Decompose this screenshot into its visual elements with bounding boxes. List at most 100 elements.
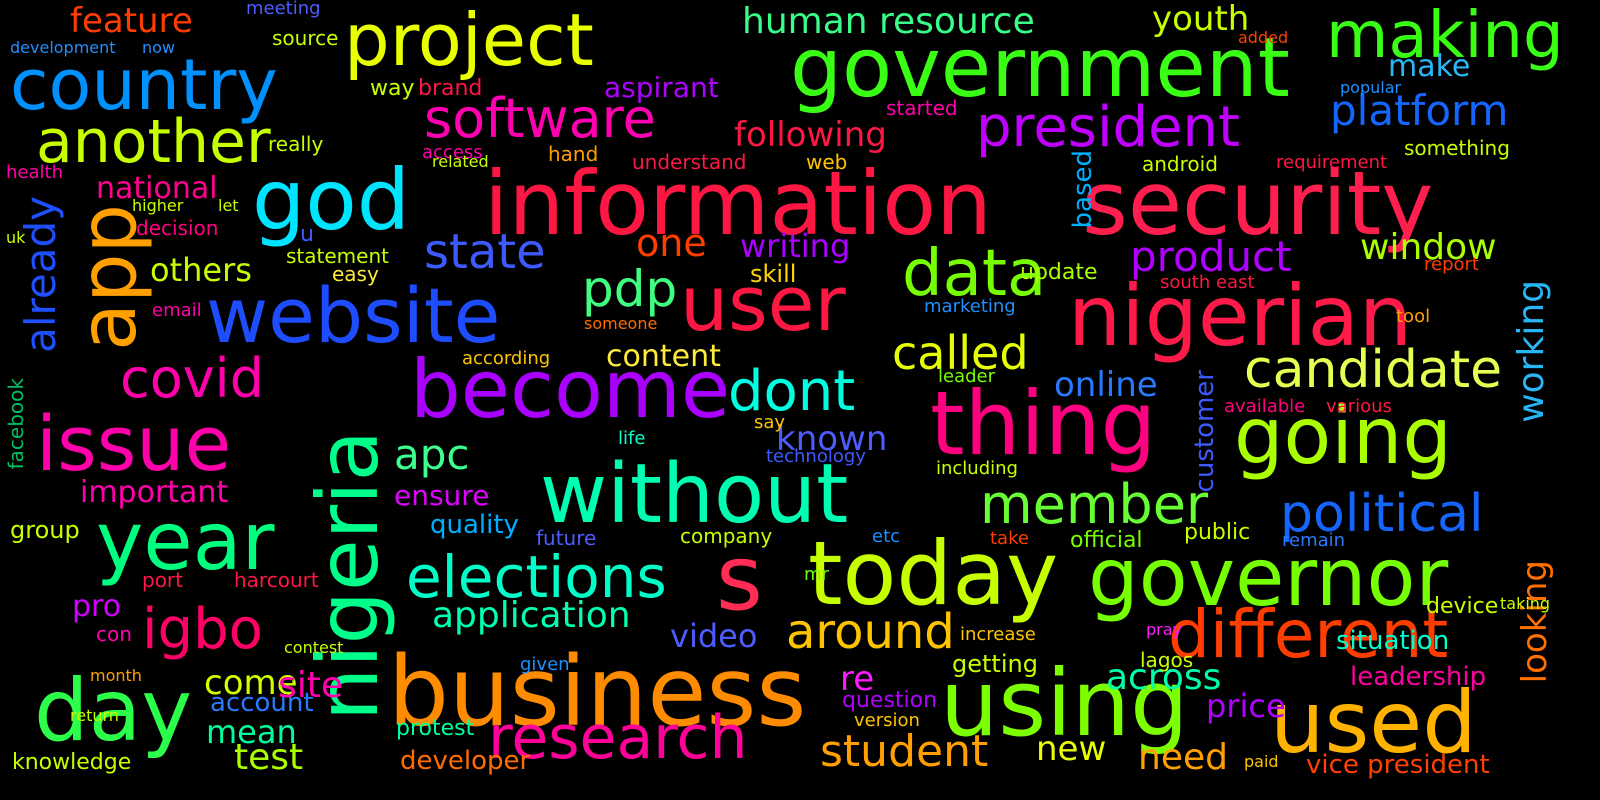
- word: business: [388, 636, 807, 748]
- word: called: [892, 326, 1029, 380]
- word: website: [206, 271, 501, 360]
- word: email: [152, 300, 202, 321]
- word: security: [1082, 152, 1434, 255]
- word: looking: [1515, 560, 1555, 684]
- word: application: [432, 595, 631, 636]
- word: president: [976, 95, 1240, 160]
- word: source: [272, 26, 339, 50]
- word: national: [96, 171, 218, 206]
- word: state: [424, 224, 546, 280]
- word: different: [1168, 596, 1449, 673]
- word: feature: [70, 1, 193, 41]
- word: version: [854, 710, 920, 731]
- word: pdp: [582, 260, 678, 318]
- word: situation: [1336, 626, 1450, 656]
- word: web: [806, 150, 848, 174]
- word: public: [1184, 520, 1251, 545]
- word: known: [776, 419, 888, 459]
- word: leadership: [1350, 662, 1487, 692]
- word: leader: [938, 366, 996, 387]
- word: re: [840, 659, 875, 699]
- word: using: [940, 650, 1189, 757]
- word: according: [462, 348, 551, 369]
- word: uk: [6, 228, 26, 247]
- word: available: [1224, 396, 1306, 417]
- word: given: [520, 654, 570, 675]
- word: meeting: [246, 0, 321, 19]
- word: without: [540, 447, 849, 542]
- word: take: [990, 528, 1029, 549]
- word: harcourt: [234, 568, 319, 592]
- word: project: [344, 0, 594, 82]
- word: brand: [418, 76, 483, 101]
- word: writing: [740, 227, 851, 265]
- word: protest: [396, 716, 475, 741]
- word: day: [34, 661, 193, 761]
- word: new: [1036, 729, 1107, 769]
- word: development: [10, 38, 116, 57]
- word: member: [980, 473, 1209, 536]
- word: month: [90, 666, 142, 685]
- word: based: [1068, 150, 1098, 229]
- word: android: [1142, 152, 1218, 176]
- word: skill: [750, 260, 797, 288]
- word: update: [1020, 260, 1098, 285]
- word: another: [36, 107, 271, 177]
- word: mean: [206, 713, 297, 751]
- word: window: [1360, 227, 1497, 268]
- word: software: [424, 87, 656, 150]
- word: customer: [1190, 370, 1220, 493]
- word: year: [96, 495, 275, 588]
- word: increase: [960, 624, 1036, 645]
- word: governor: [1088, 531, 1449, 624]
- word: come: [204, 663, 298, 703]
- word: dont: [728, 359, 856, 424]
- word: around: [786, 604, 955, 660]
- word-cloud: information security government nigerian…: [4, 0, 1564, 780]
- word: something: [1404, 136, 1510, 160]
- word: knowledge: [12, 750, 132, 775]
- word: contest: [284, 638, 344, 657]
- word: following: [734, 115, 887, 155]
- word: already: [16, 196, 65, 353]
- word: south east: [1160, 272, 1255, 293]
- word: popular: [1340, 78, 1402, 97]
- word: decision: [136, 216, 219, 240]
- word: working: [1511, 280, 1552, 423]
- word: related: [432, 152, 489, 171]
- word: report: [1424, 254, 1479, 275]
- word: others: [150, 251, 252, 289]
- word: igbo: [142, 597, 263, 662]
- word: someone: [584, 314, 658, 333]
- word: today: [808, 522, 1059, 625]
- word: mr: [804, 564, 829, 585]
- word: ensure: [394, 479, 490, 512]
- word: test: [234, 737, 304, 778]
- word: etc: [872, 526, 901, 547]
- word: group: [10, 516, 80, 544]
- word: future: [536, 526, 597, 550]
- word: port: [142, 568, 183, 592]
- word: let: [218, 196, 239, 215]
- word: covid: [120, 347, 264, 410]
- word: getting: [952, 650, 1038, 678]
- word: information: [484, 152, 992, 255]
- word: nigerian: [1068, 267, 1413, 365]
- word: political: [1280, 484, 1484, 544]
- word: requirement: [1276, 152, 1388, 173]
- word: hand: [548, 142, 599, 166]
- word: thing: [930, 372, 1157, 475]
- word: video: [670, 617, 758, 655]
- word: u: [300, 222, 314, 247]
- word: one: [636, 221, 707, 265]
- word: say: [754, 412, 786, 433]
- word: become: [410, 343, 731, 436]
- word: return: [70, 706, 119, 725]
- word: account: [210, 688, 314, 718]
- word: student: [820, 726, 989, 777]
- word: human resource: [742, 1, 1035, 42]
- word: online: [1054, 365, 1158, 405]
- word: including: [936, 458, 1018, 479]
- word: understand: [632, 150, 747, 174]
- word: vice president: [1306, 750, 1490, 780]
